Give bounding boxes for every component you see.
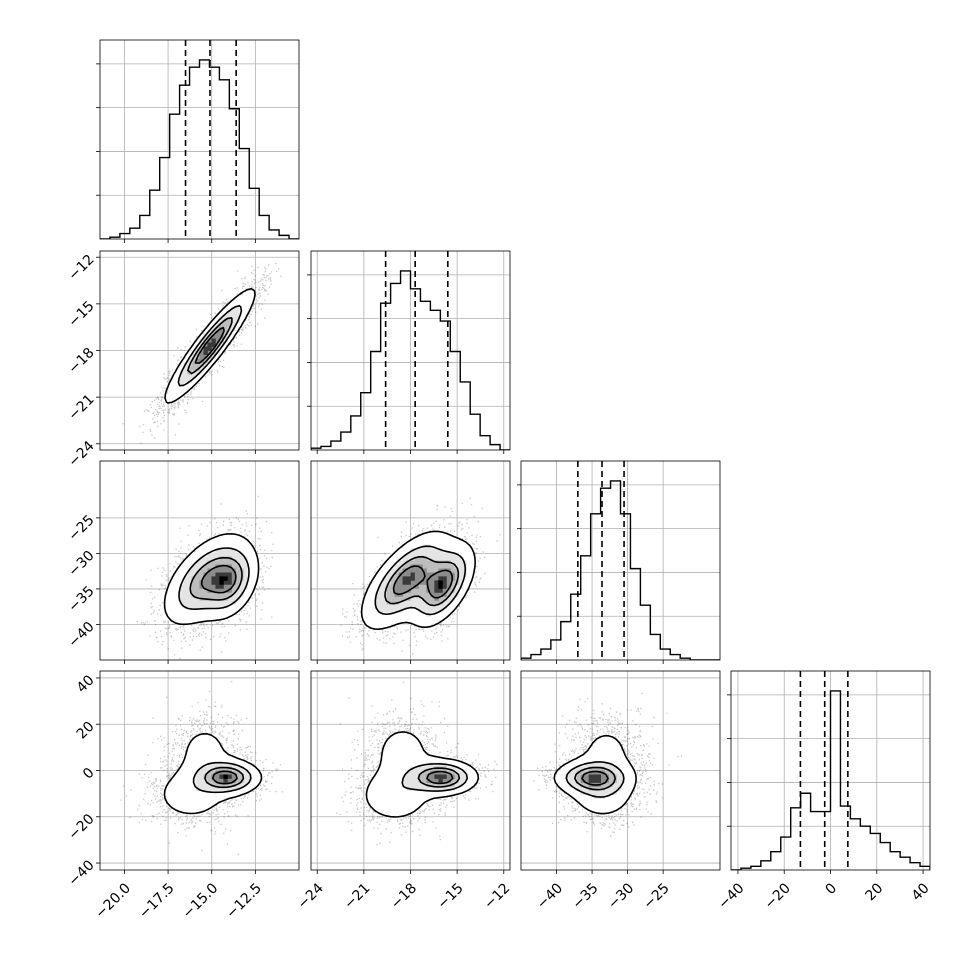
histogram-step-2 bbox=[521, 480, 720, 660]
contour-line-0 bbox=[164, 287, 256, 404]
contour-line-2 bbox=[417, 767, 461, 788]
density-shade-4 bbox=[588, 774, 601, 783]
x-tick-label: −40 bbox=[715, 880, 747, 912]
panel-content bbox=[100, 251, 299, 450]
x-tick-label: −17.5 bbox=[136, 880, 178, 922]
y-tick-label: −30 bbox=[65, 548, 97, 580]
density-shade-5 bbox=[223, 774, 228, 779]
panel-background bbox=[100, 40, 299, 239]
x-tick-label: 20 bbox=[862, 880, 886, 904]
y-tick-label: −40 bbox=[65, 857, 97, 889]
x-tick-label: −40 bbox=[534, 880, 566, 912]
contour-line-2 bbox=[189, 556, 243, 601]
panel-content bbox=[311, 251, 510, 450]
x-tick-label: −20 bbox=[762, 880, 794, 912]
density-shade-4 bbox=[203, 338, 216, 355]
contour-line-0 bbox=[163, 533, 260, 626]
contour-line-2 bbox=[574, 766, 617, 791]
contour-line-1 bbox=[565, 761, 625, 798]
contour-line-2 bbox=[384, 555, 460, 607]
contour-line-1 bbox=[177, 304, 243, 387]
panel-content bbox=[521, 671, 720, 870]
panel-frame bbox=[520, 460, 721, 661]
x-tick-label: −35 bbox=[569, 880, 601, 912]
panel-content bbox=[100, 40, 299, 239]
density-shade-5 bbox=[438, 580, 443, 589]
histogram-step-3 bbox=[731, 690, 930, 870]
panel-frame bbox=[99, 39, 300, 240]
histogram-step-0 bbox=[100, 59, 299, 239]
contour-line-0 bbox=[163, 732, 263, 815]
density-shade-5 bbox=[219, 576, 228, 585]
contour-line-3 bbox=[200, 564, 237, 594]
panel-2-2 bbox=[517, 460, 721, 661]
y-tick-label: −40 bbox=[65, 619, 97, 651]
x-tick-label: −20.0 bbox=[92, 880, 134, 922]
x-tick-label: −12 bbox=[481, 880, 513, 912]
x-tick-label: 0 bbox=[822, 880, 840, 898]
contour-line-0 bbox=[365, 731, 480, 818]
panel-content bbox=[311, 671, 510, 870]
contour-line-3 bbox=[581, 770, 609, 786]
histogram-step-1 bbox=[311, 270, 510, 450]
panel-1-0 bbox=[99, 250, 300, 451]
y-tick-label: −35 bbox=[65, 583, 97, 615]
y-tick-label: −20 bbox=[65, 811, 97, 843]
contour-line-1 bbox=[374, 545, 467, 616]
contour-line-1 bbox=[401, 763, 469, 792]
x-tick-label: −21 bbox=[341, 880, 373, 912]
contour-line-2 bbox=[186, 317, 233, 375]
y-tick-label: −21 bbox=[65, 391, 97, 423]
contour-line-2 bbox=[204, 766, 245, 789]
density-shade-4 bbox=[402, 572, 447, 593]
density-shade-4 bbox=[434, 774, 447, 783]
x-tick-label: −24 bbox=[295, 880, 327, 912]
x-tick-label: 40 bbox=[909, 880, 933, 904]
y-tick-label: −15 bbox=[65, 298, 97, 330]
contour-line-1 bbox=[178, 547, 250, 610]
panel-0-0 bbox=[96, 39, 300, 240]
y-tick-label: 20 bbox=[74, 719, 98, 743]
panel-frame bbox=[520, 670, 721, 871]
panel-content bbox=[311, 461, 510, 660]
y-tick-label: 40 bbox=[74, 672, 98, 696]
contour-line-3 bbox=[211, 770, 238, 785]
panel-1-1 bbox=[307, 250, 511, 451]
panel-content bbox=[100, 461, 299, 660]
contour-line-3 bbox=[194, 326, 225, 364]
x-tick-label: −18 bbox=[388, 880, 420, 912]
panel-content bbox=[100, 671, 299, 870]
scatter-points-5 bbox=[533, 692, 682, 837]
y-tick-label: 0 bbox=[80, 765, 98, 783]
panel-content bbox=[521, 461, 720, 660]
y-tick-label: −25 bbox=[65, 512, 97, 544]
x-tick-label: −15.0 bbox=[180, 880, 222, 922]
panel-3-2 bbox=[520, 670, 721, 871]
y-tick-label: −18 bbox=[65, 345, 97, 377]
panel-frame bbox=[99, 460, 300, 661]
contour-line-1 bbox=[192, 761, 252, 794]
contour-line-3 bbox=[426, 770, 454, 785]
x-tick-label: −25 bbox=[641, 880, 673, 912]
y-tick-label: −24 bbox=[65, 438, 97, 470]
y-tick-label: −12 bbox=[65, 252, 97, 284]
x-tick-label: −30 bbox=[605, 880, 637, 912]
panel-content bbox=[731, 671, 930, 870]
x-tick-label: −15 bbox=[435, 880, 467, 912]
contour-line-3 bbox=[392, 565, 454, 599]
panel-3-3 bbox=[727, 670, 931, 871]
panel-3-1 bbox=[310, 670, 511, 871]
panel-2-1 bbox=[310, 460, 511, 661]
x-tick-label: −12.5 bbox=[223, 880, 265, 922]
contour-line-0 bbox=[360, 530, 476, 630]
panel-2-0 bbox=[99, 460, 300, 661]
panel-3-0 bbox=[99, 670, 300, 871]
contour-line-0 bbox=[553, 734, 637, 815]
